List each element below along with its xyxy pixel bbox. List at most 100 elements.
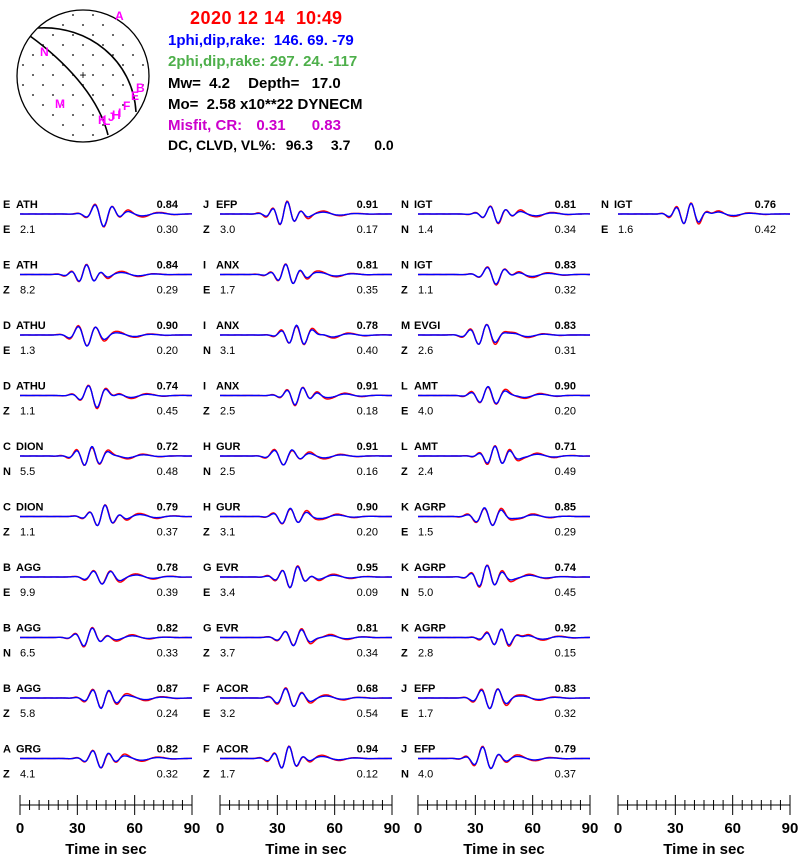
misfit-value: 0.31	[256, 117, 286, 134]
beachball-dot	[92, 14, 94, 16]
beachball-dot	[92, 134, 94, 136]
beachball-dot	[72, 94, 74, 96]
trace-code: G	[203, 623, 212, 635]
trace-distance: 2.5	[220, 406, 235, 418]
misfit-label: Misfit, CR:	[168, 117, 243, 134]
beachball-dot	[42, 104, 44, 106]
trace-panel: L AMT 0.90 E 4.0 0.20	[401, 381, 590, 418]
trace-amplitude: 0.32	[157, 769, 178, 781]
synthetic-waveform	[418, 628, 591, 646]
trace-panel: D ATHU 0.90 E 1.3 0.20	[3, 320, 193, 357]
trace-amplitude: 0.32	[555, 285, 576, 297]
trace-station: DION	[16, 441, 44, 453]
trace-amplitude: 0.20	[157, 345, 178, 357]
synthetic-waveform	[220, 386, 392, 406]
trace-amplitude: 0.37	[555, 769, 576, 781]
trace-component: Z	[3, 285, 10, 297]
synthetic-waveform	[418, 205, 590, 224]
synthetic-waveform	[220, 449, 392, 466]
trace-station: AGG	[16, 623, 41, 635]
beachball-dot	[52, 114, 54, 116]
beachball-dot	[102, 84, 104, 86]
trace-station: EVGI	[414, 320, 440, 332]
trace-code: L	[401, 381, 408, 393]
beachball-dot	[92, 74, 94, 76]
trace-amplitude: 0.16	[357, 466, 378, 478]
trace-station: AGRP	[414, 623, 446, 635]
trace-station: EVR	[216, 562, 239, 574]
trace-panel: N IGT 0.81 N 1.4 0.34	[401, 199, 590, 236]
trace-panel: J EFP 0.79 N 4.0 0.37	[401, 744, 590, 781]
trace-variance-reduction: 0.85	[555, 502, 576, 514]
trace-variance-reduction: 0.91	[357, 381, 378, 393]
mo-value: 2.58 x10**22 DYNECM	[206, 96, 363, 113]
trace-panel: E ATH 0.84 Z 8.2 0.29	[3, 260, 192, 297]
dc-label: DC, CLVD, VL%:	[168, 137, 276, 153]
trace-amplitude: 0.48	[157, 466, 178, 478]
trace-distance: 1.7	[220, 769, 235, 781]
trace-distance: 1.7	[220, 285, 235, 297]
trace-amplitude: 0.12	[357, 769, 378, 781]
trace-code: A	[3, 744, 11, 756]
beachball-station-k: K	[98, 113, 107, 127]
trace-component: N	[401, 587, 409, 599]
trace-code: C	[3, 502, 11, 514]
trace-distance: 2.8	[418, 648, 433, 660]
beachball-center-mark: +	[79, 68, 86, 82]
beachball-dot	[52, 34, 54, 36]
synthetic-waveform	[418, 266, 590, 285]
beachball-dot	[122, 104, 124, 106]
trace-component: N	[401, 769, 409, 781]
synthetic-waveform	[20, 750, 192, 769]
x-axis-label: Time in sec	[463, 841, 544, 856]
axis-tick-label: 0	[614, 820, 622, 837]
trace-code: B	[3, 562, 11, 574]
nodal-plane-1-curve	[29, 35, 109, 136]
trace-component: E	[601, 224, 608, 236]
trace-variance-reduction: 0.78	[157, 562, 178, 574]
trace-component: E	[401, 406, 408, 418]
trace-distance: 4.0	[418, 769, 433, 781]
moment-line: Mo= 2.58 x10**22 DYNECM	[168, 96, 363, 113]
trace-variance-reduction: 0.68	[357, 683, 378, 695]
trace-code: E	[3, 199, 10, 211]
beachball-dot	[42, 84, 44, 86]
trace-panel: G EVR 0.95 E 3.4 0.09	[203, 562, 392, 599]
beachball-dot	[52, 54, 54, 56]
beachball-station-j: J	[108, 110, 115, 124]
trace-code: D	[3, 320, 11, 332]
x-axis-label: Time in sec	[265, 841, 346, 856]
time-axis-2: 0 30 60 90 Time in sec	[216, 795, 400, 856]
trace-station: IGT	[614, 199, 633, 211]
synthetic-waveform	[418, 688, 590, 710]
trace-panel: G EVR 0.81 Z 3.7 0.34	[203, 623, 393, 660]
trace-code: C	[3, 441, 11, 453]
trace-amplitude: 0.54	[357, 708, 378, 720]
trace-distance: 3.7	[220, 648, 235, 660]
trace-code: I	[203, 320, 206, 332]
trace-component: E	[401, 527, 408, 539]
trace-amplitude: 0.40	[357, 345, 378, 357]
trace-distance: 1.5	[418, 527, 433, 539]
trace-component: Z	[401, 466, 408, 478]
depth-value: 17.0	[311, 75, 341, 92]
trace-component: Z	[203, 648, 210, 660]
trace-variance-reduction: 0.81	[555, 199, 576, 211]
trace-code: B	[3, 623, 11, 635]
trace-code: H	[203, 441, 211, 453]
trace-component: Z	[401, 648, 408, 660]
axis-tick-label: 90	[184, 820, 201, 837]
trace-variance-reduction: 0.90	[555, 381, 576, 393]
trace-panel: J EFP 0.91 Z 3.0 0.17	[203, 199, 392, 236]
trace-variance-reduction: 0.82	[157, 744, 178, 756]
axis-tick-label: 0	[216, 820, 224, 837]
trace-amplitude: 0.30	[157, 224, 178, 236]
beachball-station-f: F	[123, 99, 130, 113]
beachball-dot	[92, 114, 94, 116]
synthetic-waveform	[20, 325, 192, 347]
trace-component: N	[203, 345, 211, 357]
synthetic-waveform	[220, 565, 392, 589]
trace-code: H	[203, 502, 211, 514]
beachball-dot	[132, 54, 134, 56]
